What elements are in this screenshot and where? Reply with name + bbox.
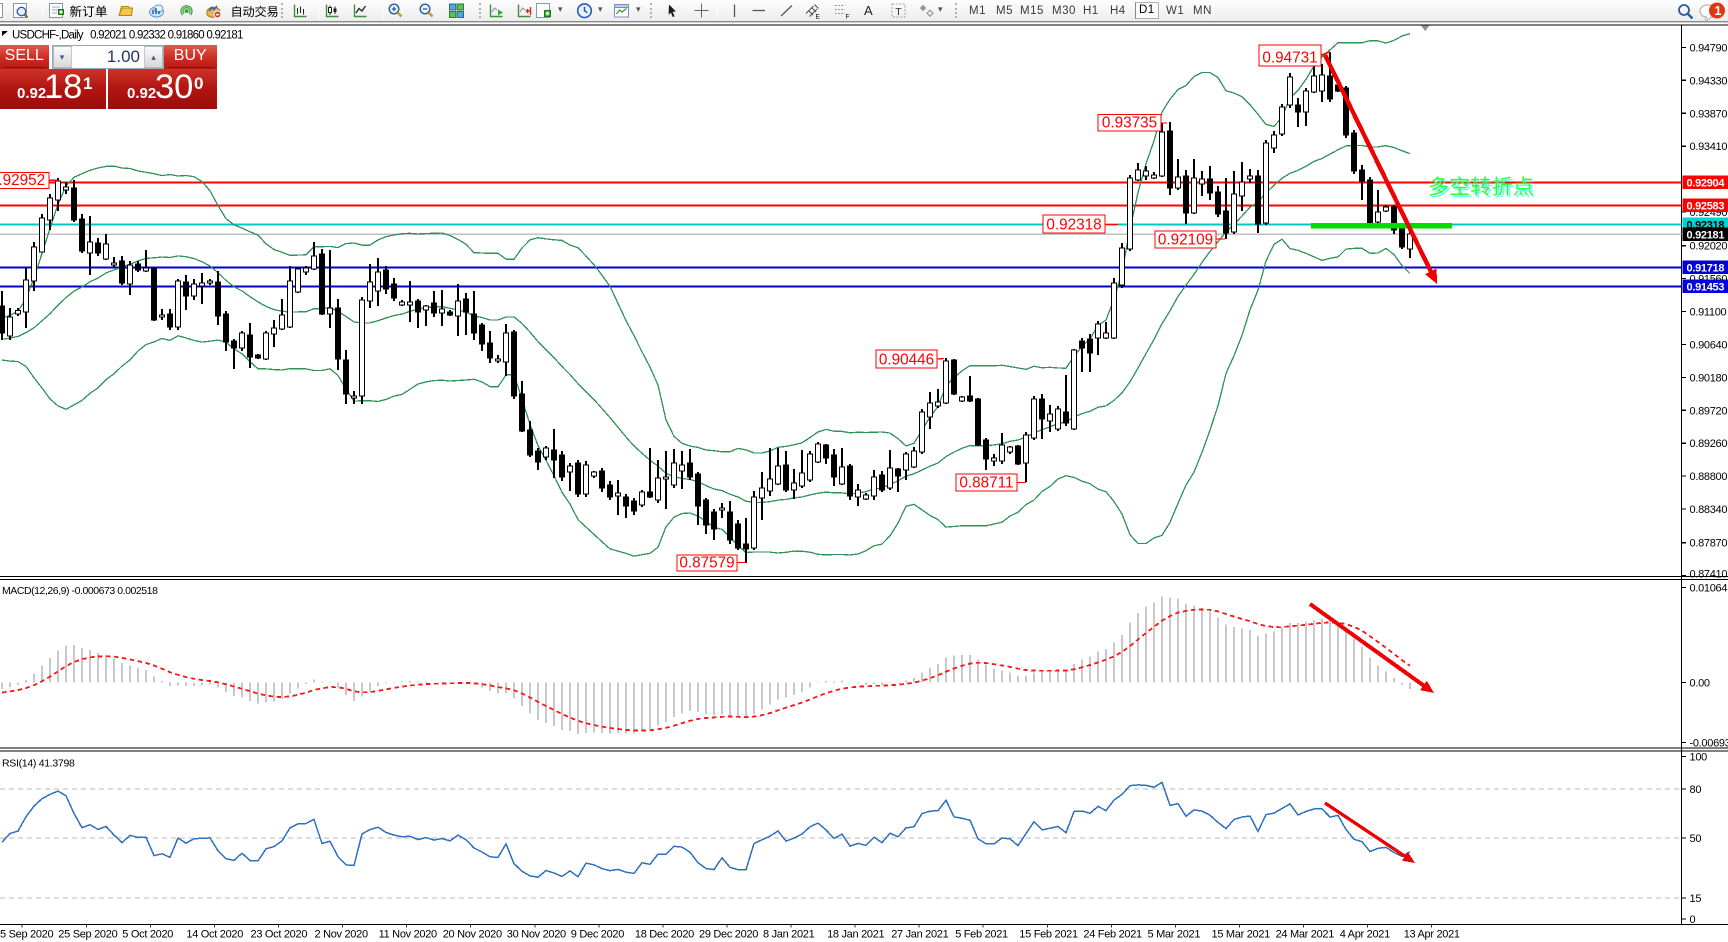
svg-text:50: 50 (1690, 833, 1702, 845)
svg-text:1: 1 (1715, 4, 1722, 18)
svg-text:23 Oct 2020: 23 Oct 2020 (251, 929, 308, 941)
svg-text:5 Mar 2021: 5 Mar 2021 (1148, 929, 1201, 941)
svg-text:0.91100: 0.91100 (1690, 307, 1727, 319)
svg-text:-0.006934: -0.006934 (1690, 738, 1728, 750)
svg-text:0.92020: 0.92020 (1690, 241, 1728, 253)
svg-text:29 Dec 2020: 29 Dec 2020 (699, 929, 758, 941)
svg-text:0.94731: 0.94731 (1262, 50, 1317, 67)
svg-text:4 Apr 2021: 4 Apr 2021 (1340, 929, 1390, 941)
svg-text:0.93410: 0.93410 (1690, 141, 1728, 153)
svg-text:0.00: 0.00 (1690, 677, 1710, 689)
svg-text:0.94790: 0.94790 (1690, 42, 1728, 54)
svg-text:9 Dec 2020: 9 Dec 2020 (571, 929, 624, 941)
svg-text:0.88340: 0.88340 (1690, 504, 1728, 516)
svg-text:0.01064: 0.01064 (1690, 582, 1728, 594)
svg-text:100: 100 (1690, 752, 1708, 764)
svg-text:14 Oct 2020: 14 Oct 2020 (186, 929, 243, 941)
svg-text:15: 15 (1690, 893, 1702, 905)
svg-text:27 Jan 2021: 27 Jan 2021 (891, 929, 948, 941)
svg-text:15 Mar 2021: 15 Mar 2021 (1212, 929, 1271, 941)
svg-text:15 Feb 2021: 15 Feb 2021 (1019, 929, 1078, 941)
svg-text:USDCHF-,Daily 0.92021 0.9233: USDCHF-,Daily 0.92021 0.92332 0.91860 0.… (12, 30, 243, 42)
svg-text:15 Sep 2020: 15 Sep 2020 (0, 929, 53, 941)
svg-text:0.87410: 0.87410 (1690, 569, 1728, 581)
svg-text:24 Mar 2021: 24 Mar 2021 (1276, 929, 1335, 941)
svg-text:5 Feb 2021: 5 Feb 2021 (955, 929, 1008, 941)
svg-text:0.89720: 0.89720 (1690, 405, 1728, 417)
svg-text:0.92952: 0.92952 (0, 172, 45, 189)
svg-text:0.90446: 0.90446 (879, 352, 934, 369)
svg-text:0.87870: 0.87870 (1690, 538, 1728, 550)
svg-text:0.90640: 0.90640 (1690, 339, 1728, 351)
svg-text:24 Feb 2021: 24 Feb 2021 (1083, 929, 1142, 941)
svg-text:0.89260: 0.89260 (1690, 438, 1728, 450)
svg-text:0.88800: 0.88800 (1690, 471, 1728, 483)
svg-text:0.94330: 0.94330 (1690, 75, 1728, 87)
svg-text:0.90180: 0.90180 (1690, 372, 1728, 384)
svg-text:30 Nov 2020: 30 Nov 2020 (507, 929, 566, 941)
svg-text:0.92181: 0.92181 (1687, 229, 1725, 241)
svg-text:E: E (816, 14, 821, 21)
svg-text:0.87579: 0.87579 (679, 555, 734, 572)
svg-text:20 Nov 2020: 20 Nov 2020 (443, 929, 502, 941)
svg-text:0.91453: 0.91453 (1687, 282, 1725, 294)
svg-text:0.91718: 0.91718 (1687, 263, 1725, 275)
svg-text:11 Nov 2020: 11 Nov 2020 (379, 929, 437, 941)
svg-text:80: 80 (1690, 784, 1702, 796)
svg-text:MACD(12,26,9) -0.000673 0.0025: MACD(12,26,9) -0.000673 0.002518 (2, 585, 158, 597)
svg-text:2 Nov 2020: 2 Nov 2020 (315, 929, 368, 941)
svg-text:5 Oct 2020: 5 Oct 2020 (122, 929, 173, 941)
svg-text:0.93735: 0.93735 (1102, 115, 1157, 132)
svg-text:0: 0 (1690, 914, 1696, 926)
svg-text:RSI(14) 41.3798: RSI(14) 41.3798 (2, 758, 75, 770)
svg-text:18 Jan 2021: 18 Jan 2021 (827, 929, 884, 941)
svg-text:18 Dec 2020: 18 Dec 2020 (635, 929, 694, 941)
svg-text:T: T (895, 6, 902, 18)
svg-text:0.92904: 0.92904 (1687, 178, 1726, 190)
svg-text:13 Apr 2021: 13 Apr 2021 (1404, 929, 1460, 941)
svg-text:0.92109: 0.92109 (1158, 232, 1213, 249)
svg-text:8 Jan 2021: 8 Jan 2021 (763, 929, 815, 941)
svg-text:0.88711: 0.88711 (959, 475, 1013, 492)
svg-text:0.93870: 0.93870 (1690, 108, 1728, 120)
svg-text:0.92318: 0.92318 (1046, 217, 1101, 234)
svg-text:F: F (846, 14, 850, 21)
svg-text:0.92583: 0.92583 (1687, 201, 1725, 213)
svg-text:25 Sep 2020: 25 Sep 2020 (58, 929, 117, 941)
